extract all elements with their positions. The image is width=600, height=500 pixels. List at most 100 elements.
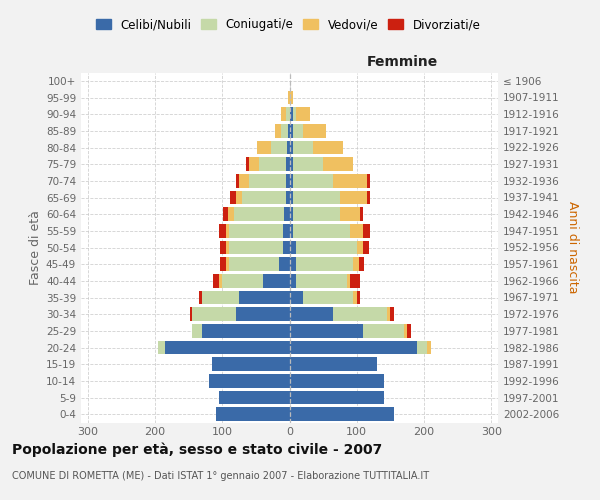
Bar xyxy=(288,124,290,138)
Bar xyxy=(286,190,290,204)
Bar xyxy=(404,324,407,338)
Bar xyxy=(290,158,293,171)
Bar xyxy=(293,140,313,154)
Y-axis label: Fasce di età: Fasce di età xyxy=(29,210,42,285)
Bar xyxy=(340,208,360,221)
Bar xyxy=(263,274,290,287)
Bar xyxy=(290,340,417,354)
Bar xyxy=(199,290,202,304)
Bar xyxy=(212,358,290,371)
Bar xyxy=(353,258,359,271)
Bar xyxy=(347,274,350,287)
Bar xyxy=(222,274,263,287)
Bar xyxy=(303,124,326,138)
Bar xyxy=(229,240,283,254)
Bar xyxy=(323,158,353,171)
Bar xyxy=(249,158,259,171)
Bar xyxy=(357,240,364,254)
Bar xyxy=(353,290,357,304)
Bar xyxy=(303,290,353,304)
Bar xyxy=(293,224,350,237)
Bar xyxy=(192,324,202,338)
Bar xyxy=(202,324,290,338)
Bar xyxy=(209,374,290,388)
Bar xyxy=(192,308,236,321)
Bar xyxy=(290,324,364,338)
Bar xyxy=(290,108,293,121)
Bar xyxy=(296,108,310,121)
Bar xyxy=(239,174,249,188)
Bar xyxy=(333,308,387,321)
Bar xyxy=(220,240,226,254)
Bar xyxy=(259,158,286,171)
Bar xyxy=(293,208,340,221)
Bar xyxy=(219,274,222,287)
Bar xyxy=(236,308,290,321)
Bar xyxy=(236,190,242,204)
Bar xyxy=(242,190,286,204)
Bar xyxy=(283,224,290,237)
Bar xyxy=(313,140,343,154)
Bar xyxy=(280,258,290,271)
Bar xyxy=(281,124,288,138)
Bar xyxy=(271,140,287,154)
Bar xyxy=(230,190,236,204)
Bar xyxy=(359,258,364,271)
Bar xyxy=(290,174,293,188)
Bar xyxy=(284,208,290,221)
Bar xyxy=(333,174,367,188)
Bar xyxy=(158,340,165,354)
Bar xyxy=(215,408,290,421)
Bar xyxy=(290,208,293,221)
Text: Femmine: Femmine xyxy=(367,55,438,69)
Bar xyxy=(293,124,303,138)
Bar xyxy=(290,308,333,321)
Bar xyxy=(202,290,239,304)
Bar xyxy=(281,108,286,121)
Bar xyxy=(293,108,296,121)
Bar xyxy=(350,224,364,237)
Bar xyxy=(226,240,229,254)
Bar xyxy=(360,208,364,221)
Bar xyxy=(290,258,296,271)
Bar xyxy=(296,274,347,287)
Bar xyxy=(350,274,360,287)
Bar xyxy=(226,224,229,237)
Bar xyxy=(387,308,391,321)
Bar xyxy=(293,190,340,204)
Bar xyxy=(296,258,353,271)
Bar xyxy=(293,158,323,171)
Bar xyxy=(283,240,290,254)
Bar xyxy=(290,124,293,138)
Bar xyxy=(290,90,293,104)
Bar xyxy=(367,174,370,188)
Bar xyxy=(296,240,357,254)
Bar xyxy=(223,208,228,221)
Bar xyxy=(407,324,410,338)
Bar xyxy=(290,190,293,204)
Text: COMUNE DI ROMETTA (ME) - Dati ISTAT 1° gennaio 2007 - Elaborazione TUTTITALIA.IT: COMUNE DI ROMETTA (ME) - Dati ISTAT 1° g… xyxy=(12,471,429,481)
Bar xyxy=(367,190,370,204)
Bar xyxy=(357,290,360,304)
Bar xyxy=(286,158,290,171)
Bar xyxy=(290,390,383,404)
Bar xyxy=(290,140,293,154)
Bar xyxy=(249,174,286,188)
Bar xyxy=(288,90,290,104)
Bar xyxy=(290,408,394,421)
Bar xyxy=(257,140,271,154)
Y-axis label: Anni di nascita: Anni di nascita xyxy=(566,201,579,294)
Bar xyxy=(220,258,226,271)
Text: Popolazione per età, sesso e stato civile - 2007: Popolazione per età, sesso e stato civil… xyxy=(12,442,382,457)
Bar xyxy=(228,208,233,221)
Bar xyxy=(239,290,290,304)
Bar xyxy=(364,324,404,338)
Legend: Celibi/Nubili, Coniugati/e, Vedovi/e, Divorziati/e: Celibi/Nubili, Coniugati/e, Vedovi/e, Di… xyxy=(91,14,485,36)
Bar xyxy=(226,258,229,271)
Bar xyxy=(165,340,290,354)
Bar xyxy=(286,174,290,188)
Bar xyxy=(233,208,284,221)
Bar xyxy=(290,374,383,388)
Bar xyxy=(290,274,296,287)
Bar xyxy=(290,358,377,371)
